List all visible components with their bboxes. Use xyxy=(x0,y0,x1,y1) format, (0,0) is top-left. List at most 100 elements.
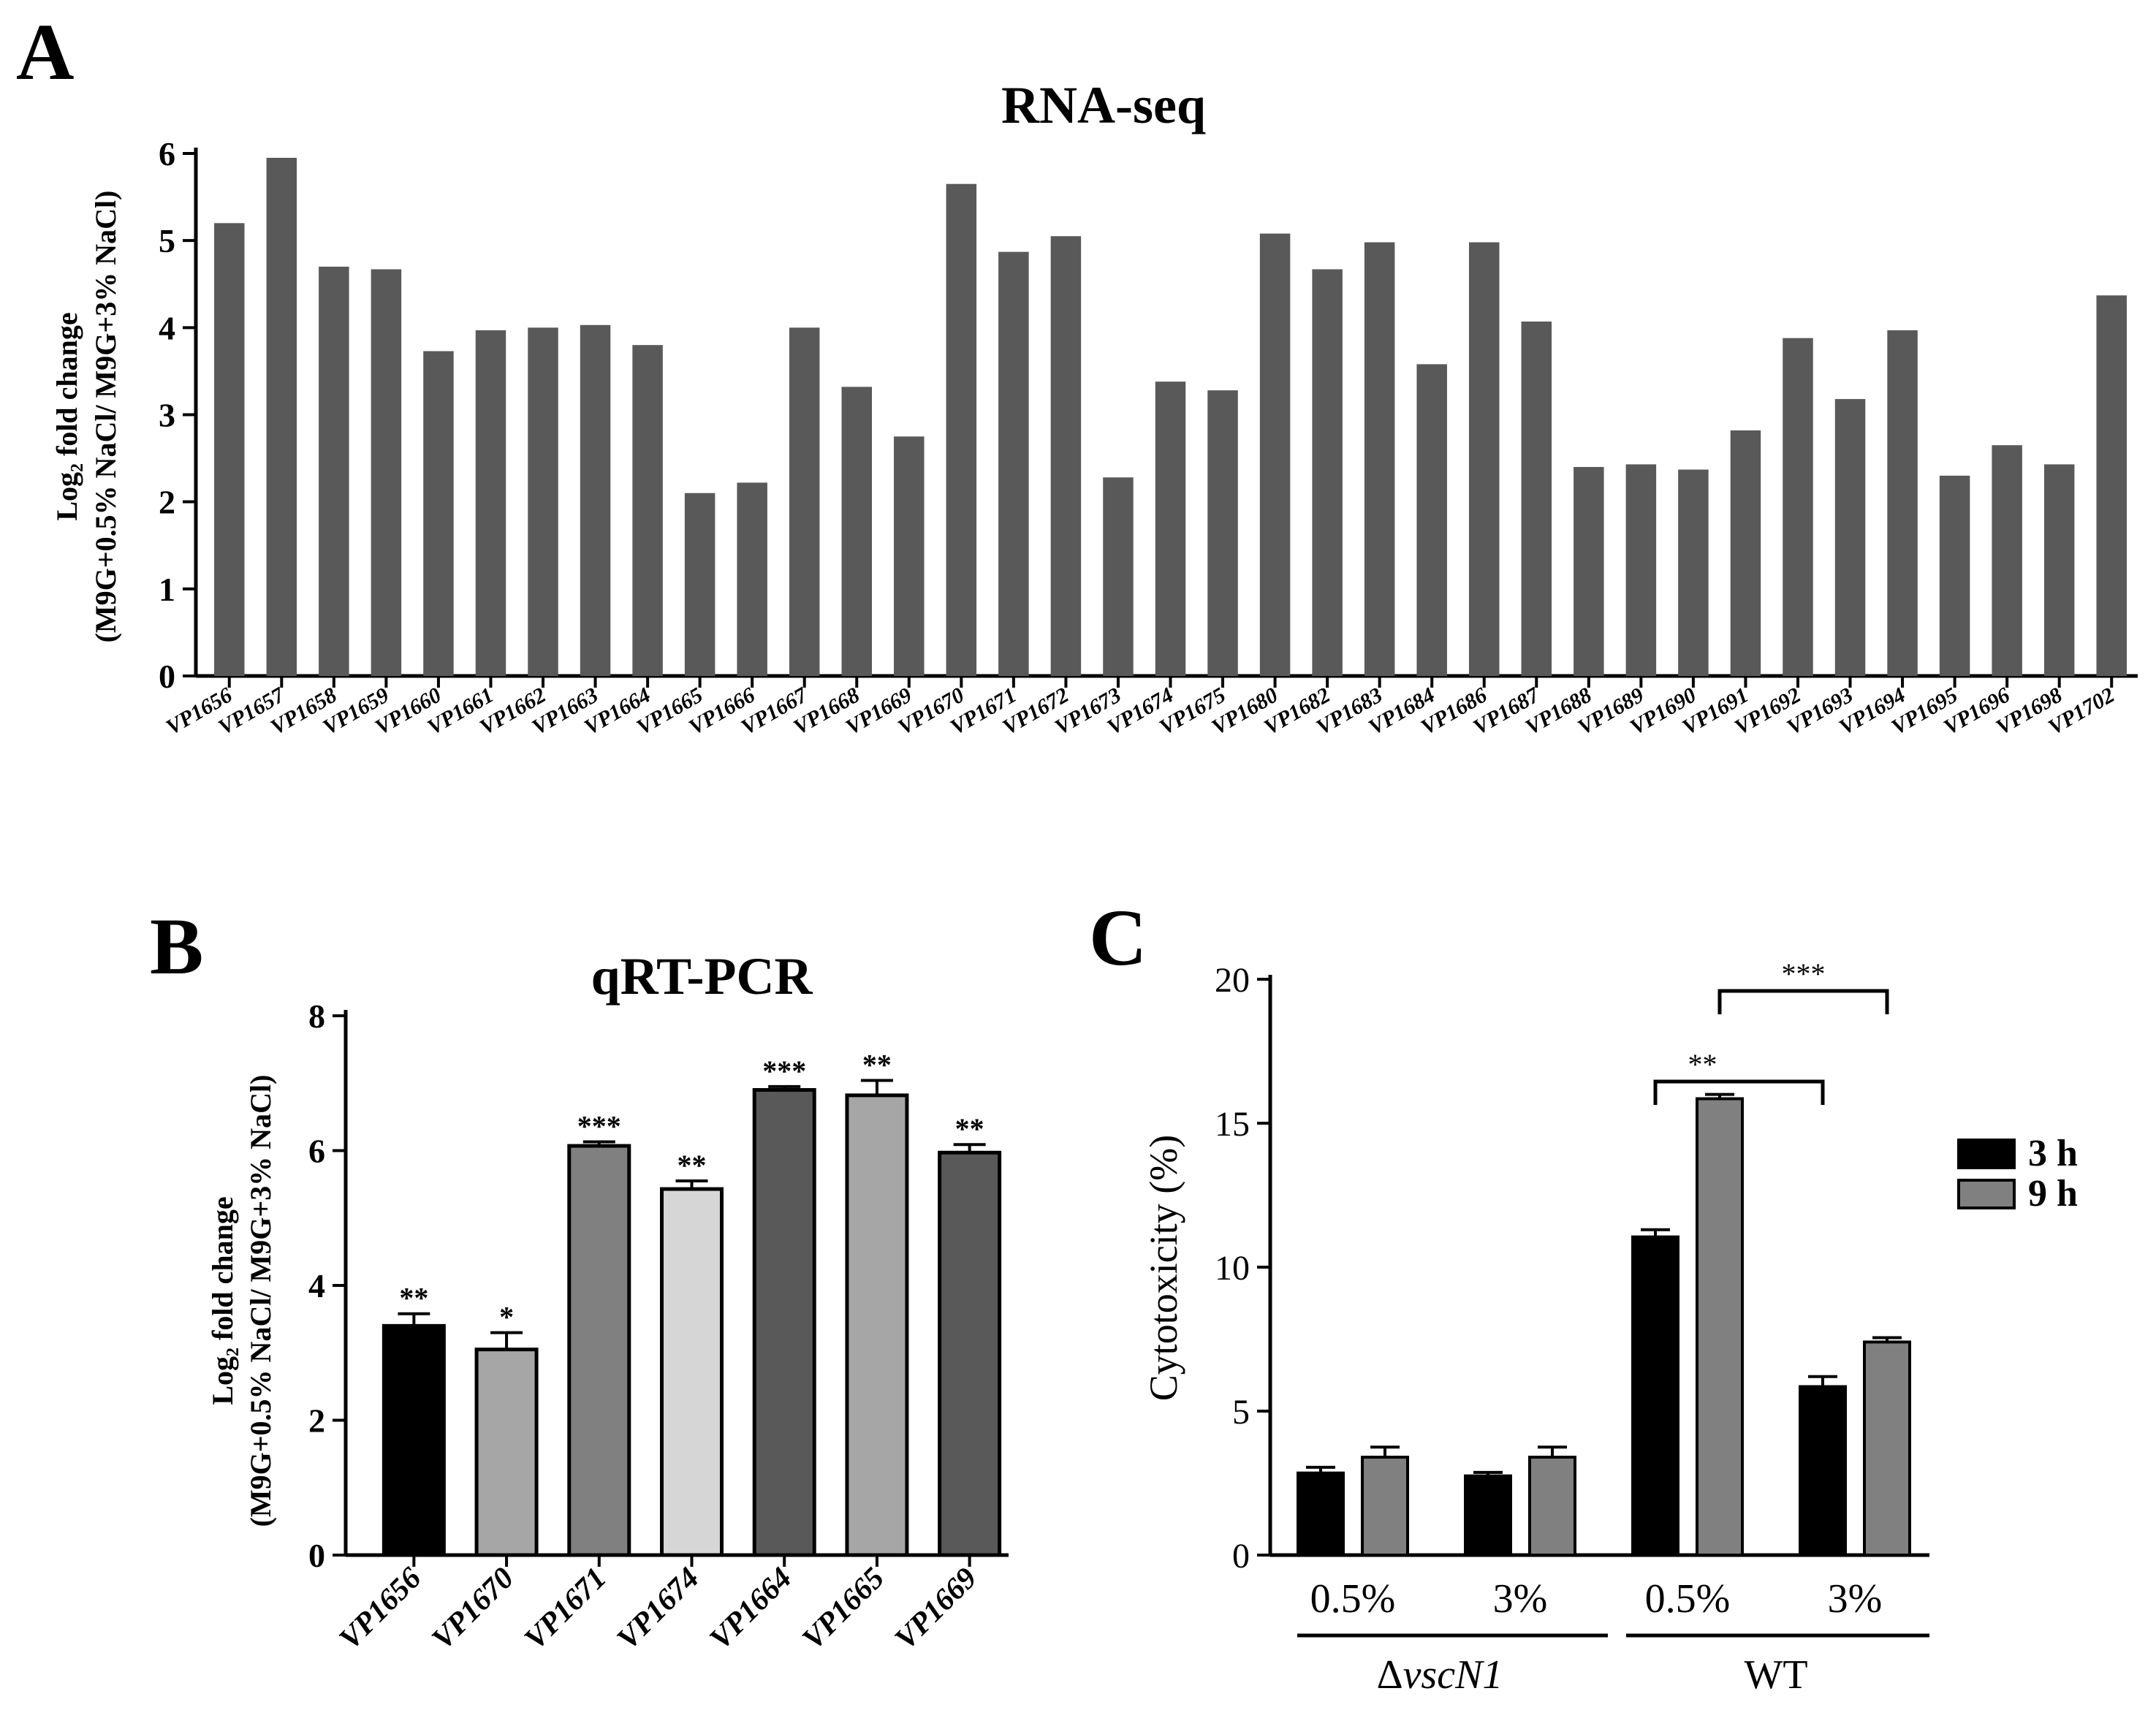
chart-a-bar xyxy=(1155,381,1186,676)
chart-c-y-tick-label: 20 xyxy=(1215,961,1250,1000)
chart-c-y-tick-label: 10 xyxy=(1215,1249,1250,1288)
chart-c-bar xyxy=(1863,1340,1911,1557)
chart-c-group-label-delta: Δ xyxy=(1377,1652,1403,1698)
chart-c-bar xyxy=(1528,1456,1576,1557)
chart-a-bar xyxy=(1678,469,1709,676)
chart-b-x-tick-label: VP1669 xyxy=(889,1562,984,1657)
chart-b-bar xyxy=(752,1087,816,1557)
chart-b-y-tick-label: 2 xyxy=(308,1402,325,1440)
chart-a-y-tick-label: 1 xyxy=(159,571,175,608)
chart-c-x-tick-label: 3% xyxy=(1493,1576,1548,1622)
chart-b-ylabel-line2: (M9G+0.5% NaCl/ M9G+3% NaCl) xyxy=(244,1075,277,1527)
panel-label-b: B xyxy=(150,902,203,991)
chart-c-legend-label: 3 h xyxy=(2028,1133,2078,1174)
chart-a-bar xyxy=(1312,269,1343,676)
panel-label-c: C xyxy=(1089,893,1147,982)
chart-b-bar xyxy=(660,1187,724,1557)
chart-c-y-tick-label: 0 xyxy=(1232,1537,1250,1576)
chart-a-y-tick-label: 3 xyxy=(159,397,175,434)
chart-c-bracket-label: *** xyxy=(1782,957,1826,990)
chart-c-group-label-vscn1: ΔvscN1 xyxy=(1377,1652,1503,1698)
chart-a-bar xyxy=(684,493,715,676)
chart-b-bar xyxy=(474,1348,539,1557)
chart-a-bar xyxy=(580,324,611,676)
chart-b-bar xyxy=(382,1323,446,1557)
chart-b-significance-label: ** xyxy=(399,1282,428,1315)
chart-b-x-tick-label: VP1656 xyxy=(333,1562,428,1657)
chart-a-bar xyxy=(1574,467,1604,676)
chart-c-bracket-label: ** xyxy=(1688,1048,1717,1081)
chart-b-significance-label: *** xyxy=(577,1110,621,1143)
chart-a-bar xyxy=(1416,364,1447,676)
chart-b-bar xyxy=(845,1093,909,1557)
chart-b-x-tick-label: VP1670 xyxy=(425,1562,520,1657)
chart-a-bar xyxy=(1730,430,1761,676)
chart-b-significance-label: ** xyxy=(677,1149,707,1182)
chart-a-y-tick-label: 6 xyxy=(159,135,175,172)
chart-a-bar xyxy=(946,183,977,677)
chart-a-ylabel-line2: (M9G+0.5% NaCl/ M9G+3% NaCl) xyxy=(89,191,122,643)
chart-a-ylabel-line1: Log₂ fold change xyxy=(50,312,83,520)
chart-a-bar xyxy=(2043,464,2075,676)
chart-b-x-tick-label: VP1674 xyxy=(611,1562,706,1657)
chart-c-bracket xyxy=(1653,1079,1825,1105)
chart-c-legend-swatch xyxy=(1957,1179,2016,1209)
chart-a-bar xyxy=(1521,321,1552,676)
chart-b-significance-label: * xyxy=(499,1301,514,1334)
chart-b-significance-label: *** xyxy=(762,1054,806,1087)
chart-c-x-tick-label: 0.5% xyxy=(1310,1576,1396,1622)
chart-c-bar xyxy=(1799,1385,1847,1557)
chart-a-bar xyxy=(998,251,1029,676)
chart-c-x-tick-label: 3% xyxy=(1828,1576,1883,1622)
chart-b-y-tick-label: 4 xyxy=(308,1267,325,1304)
chart-a-bar xyxy=(1783,338,1813,676)
chart-a-bar xyxy=(1939,475,1970,676)
chart-a-bar xyxy=(266,157,297,677)
panel-label-a: A xyxy=(16,7,74,96)
chart-b-y-tick-label: 6 xyxy=(308,1133,325,1170)
chart-b-x-tick-label: VP1664 xyxy=(703,1562,798,1657)
chart-a-bar xyxy=(1468,242,1500,676)
chart-c-group-label-wt: WT xyxy=(1744,1652,1807,1698)
chart-b-y-tick-label: 0 xyxy=(308,1537,325,1574)
chart-c-bar xyxy=(1696,1097,1744,1557)
chart-b-bar xyxy=(567,1144,631,1557)
chart-c-bar xyxy=(1297,1471,1345,1557)
chart-a-bar xyxy=(528,327,558,676)
chart-c-y-tick-label: 5 xyxy=(1232,1393,1250,1432)
chart-c-bar xyxy=(1464,1474,1512,1557)
chart-c-bar xyxy=(1361,1456,1409,1557)
chart-a-bar xyxy=(1992,445,2022,676)
chart-b-bar xyxy=(938,1150,1002,1557)
chart-a-bar xyxy=(1625,464,1657,676)
chart-b-significance-label: ** xyxy=(862,1049,892,1082)
chart-c-x-tick-label: 0.5% xyxy=(1645,1576,1731,1622)
chart-b-x-tick-label: VP1671 xyxy=(518,1562,613,1657)
chart-c-bracket xyxy=(1717,989,1889,1014)
chart-a-bar xyxy=(789,327,820,676)
chart-a-y-tick-label: 4 xyxy=(159,309,175,346)
chart-a-bar xyxy=(1364,242,1395,676)
chart-a-bar xyxy=(1050,236,1082,676)
chart-a-bar xyxy=(737,482,767,676)
chart-c-group-label-gene: vscN1 xyxy=(1403,1652,1503,1698)
chart-a-bar xyxy=(1207,390,1238,676)
chart-a-bar xyxy=(1834,399,1866,676)
chart-a-bar xyxy=(214,223,245,676)
chart-c-bar xyxy=(1631,1235,1679,1557)
chart-a-bar xyxy=(1887,330,1918,676)
chart-a-bar xyxy=(475,330,506,676)
chart-b-y-tick-label: 8 xyxy=(308,997,325,1035)
chart-a-y-tick-label: 2 xyxy=(159,484,175,521)
chart-c-y-tick-label: 15 xyxy=(1215,1105,1250,1144)
chart-c-ylabel: Cytotoxicity (%) xyxy=(1142,1135,1185,1401)
chart-a-bar xyxy=(894,436,925,676)
chart-b-ylabel-line1: Log₂ fold change xyxy=(206,1196,239,1405)
chart-a-bar xyxy=(1103,477,1134,676)
chart-a-bar xyxy=(371,269,402,676)
chart-b-significance-label: ** xyxy=(955,1112,984,1145)
chart-b-x-tick-label: VP1665 xyxy=(796,1562,891,1657)
